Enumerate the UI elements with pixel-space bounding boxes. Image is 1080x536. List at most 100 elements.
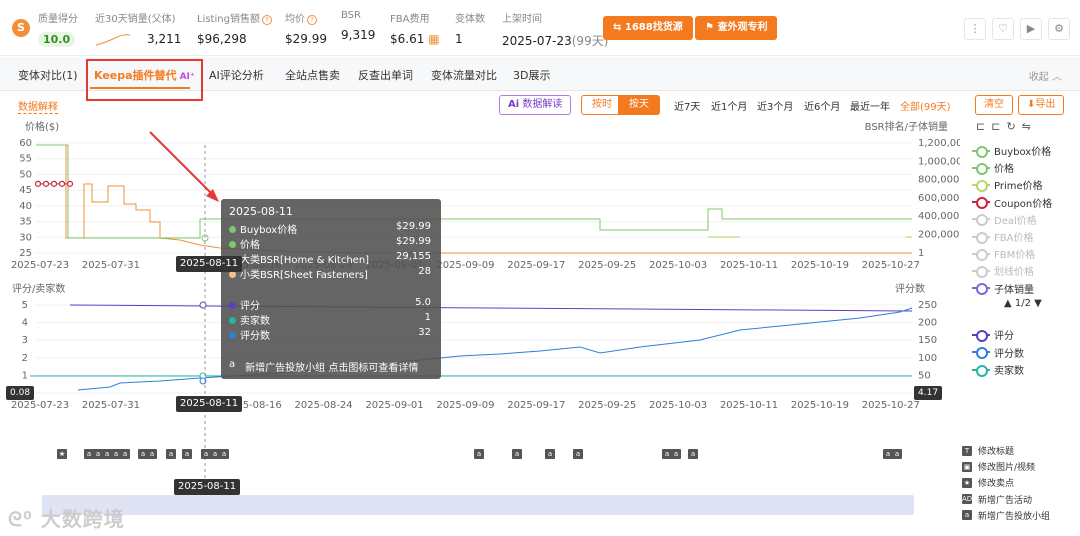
legend-pager[interactable]: ▲ 1/2 ▼ [1004, 298, 1042, 309]
ad-group-event-icon[interactable]: a [147, 449, 157, 459]
x-tick-label: 2025-10-03 [649, 260, 707, 271]
zoom-back-icon[interactable]: ⊏ [991, 120, 1007, 133]
legend-item[interactable]: Prime价格 [972, 177, 1043, 192]
ai-explain-button[interactable]: Ai 数据解读 [499, 95, 572, 115]
tab-all-sites[interactable]: 全站点售卖 [285, 69, 340, 82]
event-type-icon: ★ [962, 477, 972, 488]
range-1y[interactable]: 最近一年 [850, 102, 890, 113]
clear-button[interactable]: 清空 [975, 95, 1013, 115]
x-tick-label: 2025-07-23 [11, 400, 69, 411]
legend-item[interactable]: 评分 [972, 327, 1014, 342]
tab-variant-traffic[interactable]: 变体流量对比 [431, 69, 497, 82]
ad-group-event-icon[interactable]: a [138, 449, 148, 459]
refresh-icon[interactable]: ↻ [1006, 120, 1022, 133]
event-legend-label: 新增广告投放小组 [978, 511, 1051, 522]
ad-group-event-icon[interactable]: a [93, 449, 103, 459]
x-tick-label: 2025-10-27 [862, 260, 920, 271]
stat-label: 近30天销量(父体) [95, 14, 176, 25]
x-tick-label: 2025-10-11 [720, 260, 778, 271]
ai-badge: AI⁺ [179, 72, 195, 82]
upper-grid [36, 142, 912, 254]
range-6m[interactable]: 近6个月 [804, 102, 841, 113]
y-tick-label: 25 [19, 248, 32, 259]
ad-group-event-icon[interactable]: a [210, 449, 220, 459]
swap-icon[interactable]: ⇋ [1021, 120, 1037, 133]
event-legend-label: 新增广告活动 [978, 495, 1033, 506]
data-explain-link[interactable]: 数据解释 [18, 98, 58, 114]
more-icon[interactable]: ⋮ [964, 18, 986, 40]
range-1m[interactable]: 近1个月 [711, 102, 748, 113]
help-icon[interactable]: ? [307, 15, 317, 25]
find-1688-button[interactable]: ⇆ 1688找货源 [603, 16, 693, 40]
patent-search-button[interactable]: ⚑ 查外观专利 [695, 16, 778, 40]
ad-group-event-icon[interactable]: a [111, 449, 121, 459]
collapse-button[interactable]: 收起 ︿ [1028, 72, 1062, 83]
event-type-icon: a [962, 510, 972, 521]
range-all[interactable]: 全部(99天) [900, 102, 951, 113]
stat-label: 质量得分 [38, 14, 78, 25]
calculator-icon[interactable]: ▦ [428, 32, 440, 46]
y-tick-label: 2 [22, 353, 28, 364]
zoom-icon[interactable]: ⊏ [976, 120, 992, 133]
chart-tooltip: 2025-08-11 Buybox价格 $29.99 价格 $29.99 大类BSR[H… [221, 199, 441, 379]
timeline-scrollbar[interactable] [42, 495, 914, 515]
stat-label: Listing销售额 [197, 14, 260, 25]
tab-reverse-keywords[interactable]: 反查出单词 [358, 69, 413, 82]
ad-group-event-icon[interactable]: a [883, 449, 893, 459]
legend-item[interactable]: FBM价格 [972, 246, 1035, 261]
heart-icon[interactable]: ♡ [992, 18, 1014, 40]
event-legend-item: ★ 修改卖点 [962, 476, 1014, 489]
legend-item[interactable]: 划线价格 [972, 263, 1034, 278]
ad-group-event-icon[interactable]: a [120, 449, 130, 459]
tab-variant-compare[interactable]: 变体对比(1) [18, 69, 78, 82]
ad-group-event-icon[interactable]: a [219, 449, 229, 459]
tooltip-value: 5.0 [415, 297, 431, 308]
range-3m[interactable]: 近3个月 [757, 102, 794, 113]
legend-item[interactable]: 价格 [972, 160, 1014, 175]
x-tick-label: 2025-10-27 [862, 400, 920, 411]
legend-item[interactable]: Buybox价格 [972, 143, 1051, 158]
legend-item[interactable]: 评分数 [972, 345, 1024, 360]
settings-icon[interactable]: ⚙ [1048, 18, 1070, 40]
crosshair-date-tag-lower: 2025-08-11 [176, 396, 243, 412]
ad-group-event-icon[interactable]: a [166, 449, 176, 459]
tab-3d[interactable]: 3D展示 [513, 69, 551, 82]
legend-marker-icon [972, 329, 990, 342]
ad-group-event-icon[interactable]: a [102, 449, 112, 459]
ad-group-event-icon[interactable]: a [671, 449, 681, 459]
tab-ai-review[interactable]: AI评论分析 [209, 69, 264, 82]
legend-item[interactable]: 卖家数 [972, 362, 1024, 377]
ad-group-event-icon[interactable]: a [545, 449, 555, 459]
ad-group-event-icon[interactable]: a [182, 449, 192, 459]
legend-marker-icon [972, 197, 990, 210]
video-icon[interactable]: ▶ [1020, 18, 1042, 40]
legend-item[interactable]: 子体销量 [972, 281, 1034, 296]
chart-tools[interactable]: ⊏⊏↻⇋ [976, 120, 1037, 133]
legend-item[interactable]: Deal价格 [972, 212, 1037, 227]
legend-label: 评分 [994, 331, 1014, 342]
event-star-icon[interactable]: ★ [57, 449, 67, 459]
legend-item[interactable]: Coupon价格 [972, 195, 1052, 210]
ad-group-event-icon[interactable]: a [892, 449, 902, 459]
by-hour-toggle[interactable]: 按时 [581, 95, 623, 115]
stat-value: 9,319 [341, 28, 376, 42]
legend-marker-icon [972, 283, 990, 296]
ad-group-event-icon[interactable]: a [573, 449, 583, 459]
ad-group-event-icon[interactable]: a [474, 449, 484, 459]
legend-item[interactable]: FBA价格 [972, 229, 1033, 244]
ad-group-event-icon[interactable]: a [512, 449, 522, 459]
ad-group-event-icon[interactable]: a [662, 449, 672, 459]
ad-group-event-icon[interactable]: a [84, 449, 94, 459]
by-day-toggle[interactable]: 按天 [618, 95, 660, 115]
help-icon[interactable]: ? [261, 15, 272, 25]
stat-label: 上架时间 [502, 14, 542, 25]
export-button[interactable]: ⬇导出 [1018, 95, 1065, 115]
tab-keepa[interactable]: Keepa插件替代 AI⁺ [94, 67, 195, 83]
tab-label: Keepa插件替代 [94, 69, 177, 82]
ad-group-icon: a [229, 359, 236, 370]
tooltip-label: 价格 [240, 240, 260, 251]
ad-group-event-icon[interactable]: a [688, 449, 698, 459]
range-7d[interactable]: 近7天 [674, 102, 701, 113]
ad-group-event-icon[interactable]: a [201, 449, 211, 459]
